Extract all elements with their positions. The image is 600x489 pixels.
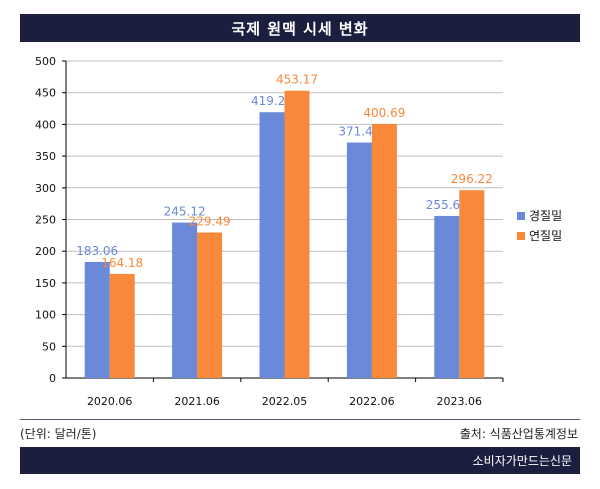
- x-tick-label: 2020.06: [87, 395, 133, 408]
- y-tick-label: 450: [35, 87, 56, 100]
- y-tick-label: 350: [35, 150, 56, 163]
- data-label: 229.49: [189, 215, 231, 229]
- bar-soft-wheat: [197, 232, 223, 378]
- bar-chart: 0 50 100 150 200 250 300 350 400 450 500 183.06164.…: [35, 55, 562, 408]
- data-label: 371.41: [338, 125, 380, 139]
- brand-text: 소비자가만드는신문: [472, 454, 572, 468]
- data-label: 400.69: [363, 106, 405, 120]
- legend-swatch: [517, 212, 525, 220]
- data-label: 164.18: [101, 256, 143, 270]
- source-note: 출처: 식품산업통계정보: [459, 427, 578, 441]
- bar-hard-wheat: [346, 142, 372, 378]
- y-tick-label: 250: [35, 214, 56, 227]
- data-label: 453.17: [276, 73, 318, 87]
- y-tick-label: 50: [42, 340, 56, 353]
- y-tick-label: 300: [35, 182, 56, 195]
- data-label: 245.12: [164, 205, 206, 219]
- y-tick-label: 500: [35, 55, 56, 68]
- y-tick-label: 400: [35, 118, 56, 131]
- x-tick-label: 2023.06: [437, 395, 483, 408]
- x-tick-label: 2022.06: [349, 395, 395, 408]
- unit-note: (단위: 달러/톤): [20, 427, 97, 441]
- x-tick-label: 2022.05: [262, 395, 308, 408]
- bar-hard-wheat: [84, 261, 110, 378]
- divider-line: [20, 419, 580, 420]
- legend-swatch: [517, 232, 525, 240]
- data-label: 419.22: [251, 94, 293, 108]
- bar-soft-wheat: [459, 190, 485, 378]
- bar-soft-wheat: [109, 273, 135, 378]
- y-tick-label: 0: [49, 372, 56, 385]
- x-tick-label: 2021.06: [174, 395, 220, 408]
- y-tick-label: 150: [35, 277, 56, 290]
- bar-soft-wheat: [284, 90, 310, 379]
- y-tick-label: 100: [35, 309, 56, 322]
- bar-hard-wheat: [172, 222, 198, 378]
- bar-hard-wheat: [259, 112, 285, 378]
- y-tick-label: 200: [35, 245, 56, 258]
- legend-label: 경질밀: [529, 209, 562, 223]
- data-label: 183.06: [76, 244, 118, 258]
- footer-bar: 소비자가만드는신문: [20, 447, 580, 474]
- bar-soft-wheat: [371, 123, 397, 378]
- data-label: 296.22: [451, 172, 493, 186]
- bar-hard-wheat: [434, 215, 460, 378]
- data-label: 255.64: [426, 198, 468, 212]
- chart-title: 국제 원맥 시세 변화: [20, 14, 580, 42]
- legend-label: 연질밀: [529, 229, 562, 243]
